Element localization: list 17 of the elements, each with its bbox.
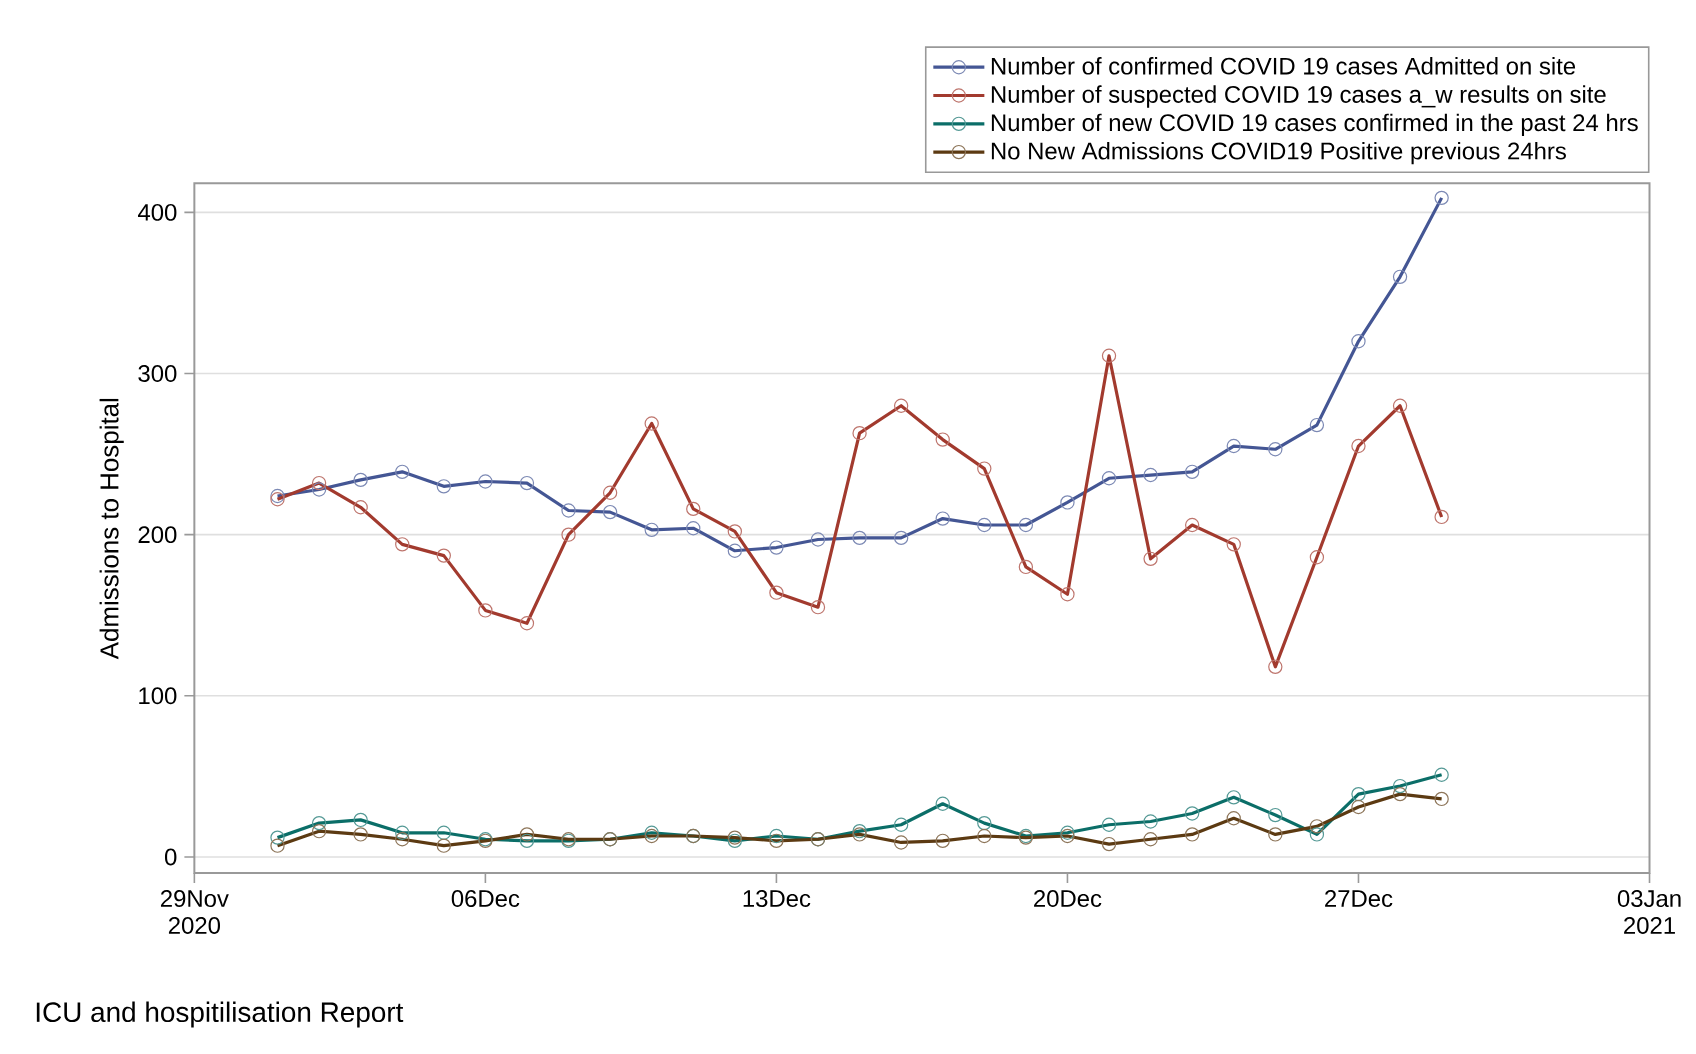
y-tick-label: 200	[138, 525, 177, 543]
x-tick-label: 27Dec	[1325, 889, 1393, 907]
legend-label: No New Admissions COVID19 Positive previous 24hrs	[991, 141, 1566, 165]
x-tick-label: 29Nov 2020	[160, 889, 229, 934]
x-tick-label: 06Dec	[451, 889, 520, 907]
legend-label: Number of confirmed COVID 19 cases Admitted on site	[991, 56, 1576, 75]
legend-label: Number of suspected COVID 19 cases a_w results on site	[991, 85, 1606, 108]
x-tick-label: 03Jan 2021	[1617, 889, 1681, 934]
y-tick-label: 400	[138, 203, 177, 221]
y-tick-label: 100	[139, 687, 177, 705]
x-tick-label: 13Dec	[743, 889, 811, 907]
y-tick-label: 0	[164, 848, 177, 866]
x-tick-label: 20Dec	[1034, 889, 1102, 907]
text: ICU and hospitilisation Report	[36, 1001, 404, 1028]
y-tick-label: 300	[138, 364, 177, 382]
y-axis-title: Admissions to Hospital	[99, 398, 124, 659]
legend-label: Number of new COVID 19 cases confirmed in the past 24 hrs	[991, 113, 1638, 136]
